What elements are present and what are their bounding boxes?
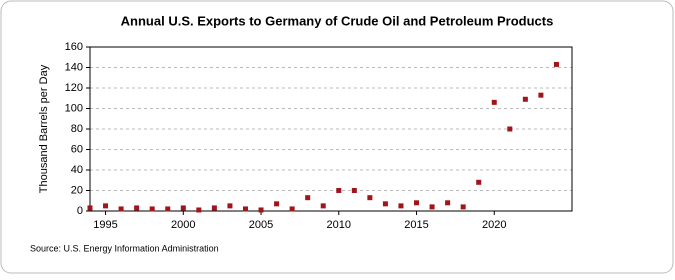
point	[196, 207, 202, 213]
point	[336, 188, 342, 193]
point	[538, 92, 544, 98]
point	[149, 206, 155, 212]
point	[165, 206, 171, 212]
y-tick-label: 20	[71, 184, 83, 196]
y-tick-label: 40	[71, 164, 83, 176]
frame	[0, 0, 674, 274]
point	[460, 204, 466, 210]
source: Source: U.S. Energy Information Administ…	[30, 243, 219, 253]
point	[274, 201, 280, 207]
point	[289, 206, 295, 212]
x-tick-label: 2010	[327, 219, 351, 231]
point	[491, 99, 497, 105]
x-tick-label: 1995	[93, 219, 117, 231]
x-tick-label: 2000	[171, 219, 195, 231]
point	[211, 205, 217, 211]
point	[429, 204, 435, 210]
point	[445, 200, 451, 206]
y-tick-label: 160	[65, 41, 83, 53]
point	[398, 203, 404, 209]
point	[134, 205, 140, 211]
x-tick-label: 2020	[482, 219, 506, 231]
point	[507, 126, 513, 132]
x-tick-label: 2005	[249, 219, 273, 231]
point	[382, 201, 388, 207]
point	[476, 179, 482, 185]
point	[320, 203, 326, 209]
point	[103, 203, 109, 209]
point	[414, 200, 420, 206]
x-tick-label: 2015	[404, 219, 428, 231]
point	[522, 96, 528, 102]
point	[227, 203, 233, 209]
y-tick-label: 100	[65, 102, 83, 114]
point	[351, 188, 357, 193]
y-tick-label: 80	[71, 123, 83, 135]
point	[367, 195, 373, 201]
point	[258, 207, 264, 213]
chart-title: Annual U.S. Exports to Germany of Crude …	[121, 13, 554, 28]
point	[242, 206, 248, 212]
y-tick-label: 60	[71, 143, 83, 155]
point	[118, 206, 124, 212]
y-tick-label: 140	[65, 61, 83, 73]
point	[305, 195, 311, 201]
y-axis-label: Thousand Barrels per Day	[38, 64, 50, 193]
y-tick-label: 0	[77, 205, 83, 217]
plot-area	[89, 46, 573, 212]
point	[87, 205, 93, 211]
point	[180, 205, 186, 211]
point	[553, 61, 559, 67]
y-tick-label: 120	[65, 82, 83, 94]
